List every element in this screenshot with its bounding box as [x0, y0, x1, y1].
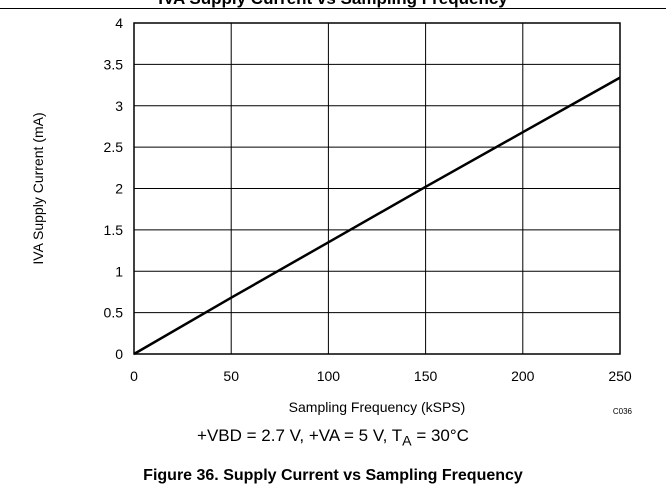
plot-area-frame: [133, 22, 621, 355]
conditions-suffix: = 30°C: [411, 426, 469, 445]
x-tick-labels: 0 50 100 150 200 250: [130, 368, 632, 384]
x-tick-label: 0: [130, 368, 138, 384]
x-tick-label: 50: [223, 368, 239, 384]
y-axis-label: IVA Supply Current (mA): [30, 112, 46, 264]
y-tick-label: 1.5: [104, 222, 124, 238]
y-tick-label: 0.5: [104, 305, 124, 321]
header-rule: [0, 8, 666, 9]
x-axis-label: Sampling Frequency (kSPS): [289, 399, 466, 415]
x-tick-label: 100: [317, 368, 341, 384]
y-tick-labels: 0 0.5 1 1.5 2 2.5 3 3.5 4: [104, 15, 124, 362]
y-tick-label: 4: [115, 15, 123, 31]
x-tick-label: 250: [608, 368, 632, 384]
y-tick-label: 2: [115, 181, 123, 197]
x-tick-label: 150: [414, 368, 438, 384]
figure-caption: Figure 36. Supply Current vs Sampling Fr…: [143, 467, 523, 484]
series-line-0: [133, 76, 621, 356]
x-tick-label: 200: [511, 368, 535, 384]
series-layer: [133, 76, 621, 356]
conditions-subscript: A: [402, 433, 412, 450]
y-tick-label: 2.5: [104, 139, 124, 155]
figure-code: C036: [613, 407, 633, 416]
y-tick-label: 3: [115, 98, 123, 114]
chart: 0 50 100 150 200 250 0 0.5 1 1.5 2 2.5 3 3.5 4 Sampli…: [30, 15, 633, 416]
y-tick-label: 3.5: [104, 56, 124, 72]
y-tick-label: 0: [115, 346, 123, 362]
y-tick-label: 1: [115, 263, 123, 279]
grid: [133, 22, 621, 355]
test-conditions: +VBD = 2.7 V, +VA = 5 V, TA = 30°C: [0, 426, 666, 449]
conditions-prefix: +VBD = 2.7 V, +VA = 5 V, T: [197, 426, 403, 445]
page-header-title: IVA Supply Current vs Sampling Frequency: [0, 0, 666, 9]
